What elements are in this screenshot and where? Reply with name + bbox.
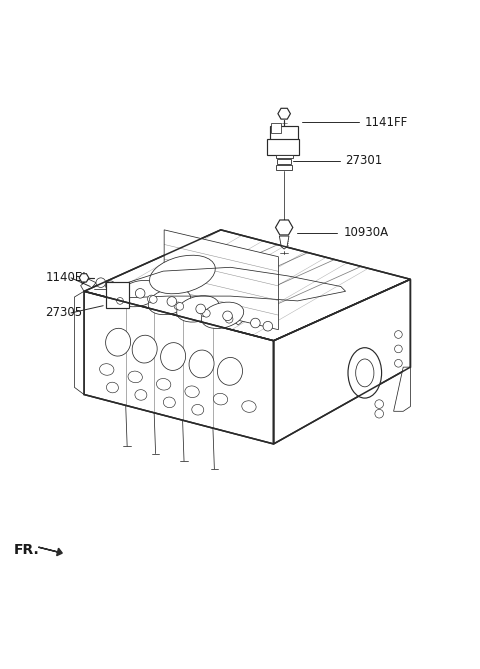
Polygon shape bbox=[164, 230, 278, 330]
Ellipse shape bbox=[213, 393, 228, 405]
Polygon shape bbox=[201, 301, 222, 318]
Polygon shape bbox=[274, 279, 410, 444]
Circle shape bbox=[149, 296, 157, 303]
Ellipse shape bbox=[163, 397, 175, 407]
Circle shape bbox=[203, 310, 210, 317]
Ellipse shape bbox=[106, 328, 131, 356]
Circle shape bbox=[201, 309, 208, 316]
Text: 1140EJ: 1140EJ bbox=[46, 272, 86, 284]
Ellipse shape bbox=[156, 379, 171, 390]
Polygon shape bbox=[84, 230, 410, 341]
Ellipse shape bbox=[132, 335, 157, 363]
Ellipse shape bbox=[185, 386, 199, 397]
Ellipse shape bbox=[356, 359, 374, 387]
Polygon shape bbox=[74, 291, 84, 395]
Ellipse shape bbox=[135, 389, 147, 400]
Polygon shape bbox=[228, 308, 249, 325]
Circle shape bbox=[117, 298, 123, 304]
Bar bbox=[276, 155, 293, 159]
Ellipse shape bbox=[217, 357, 242, 385]
Circle shape bbox=[395, 345, 402, 353]
Circle shape bbox=[375, 409, 384, 418]
Circle shape bbox=[167, 297, 177, 306]
Circle shape bbox=[223, 311, 232, 320]
Ellipse shape bbox=[107, 382, 119, 393]
Text: 1141FF: 1141FF bbox=[365, 116, 408, 129]
Ellipse shape bbox=[161, 343, 186, 371]
Circle shape bbox=[174, 302, 182, 310]
FancyBboxPatch shape bbox=[106, 282, 129, 308]
Ellipse shape bbox=[99, 364, 114, 375]
Circle shape bbox=[176, 302, 184, 310]
Circle shape bbox=[135, 288, 145, 298]
Polygon shape bbox=[394, 367, 410, 411]
FancyArrow shape bbox=[38, 547, 62, 556]
Circle shape bbox=[375, 400, 384, 408]
Ellipse shape bbox=[189, 350, 214, 378]
Circle shape bbox=[147, 295, 155, 303]
Circle shape bbox=[395, 359, 402, 367]
Ellipse shape bbox=[118, 280, 160, 307]
Text: 10930A: 10930A bbox=[343, 226, 388, 240]
Ellipse shape bbox=[148, 288, 191, 314]
FancyBboxPatch shape bbox=[267, 139, 299, 155]
Ellipse shape bbox=[192, 405, 204, 415]
FancyBboxPatch shape bbox=[270, 126, 298, 142]
Circle shape bbox=[96, 278, 106, 288]
Circle shape bbox=[196, 304, 205, 314]
Text: 27301: 27301 bbox=[346, 155, 383, 167]
Ellipse shape bbox=[177, 296, 219, 322]
Ellipse shape bbox=[149, 256, 216, 294]
Circle shape bbox=[225, 315, 233, 323]
Ellipse shape bbox=[348, 348, 382, 398]
Text: FR.: FR. bbox=[13, 543, 39, 557]
Polygon shape bbox=[173, 294, 194, 310]
Circle shape bbox=[263, 321, 273, 331]
Polygon shape bbox=[84, 291, 274, 444]
Circle shape bbox=[251, 318, 260, 328]
Ellipse shape bbox=[201, 302, 244, 328]
Polygon shape bbox=[81, 279, 96, 291]
Bar bbox=[277, 159, 291, 164]
Ellipse shape bbox=[128, 371, 143, 383]
Bar bbox=[276, 165, 292, 170]
Polygon shape bbox=[279, 236, 289, 249]
Polygon shape bbox=[144, 286, 165, 303]
Circle shape bbox=[395, 330, 402, 339]
Text: 27305: 27305 bbox=[46, 306, 83, 319]
Circle shape bbox=[106, 281, 115, 290]
Ellipse shape bbox=[242, 401, 256, 412]
Bar bbox=[271, 123, 281, 133]
